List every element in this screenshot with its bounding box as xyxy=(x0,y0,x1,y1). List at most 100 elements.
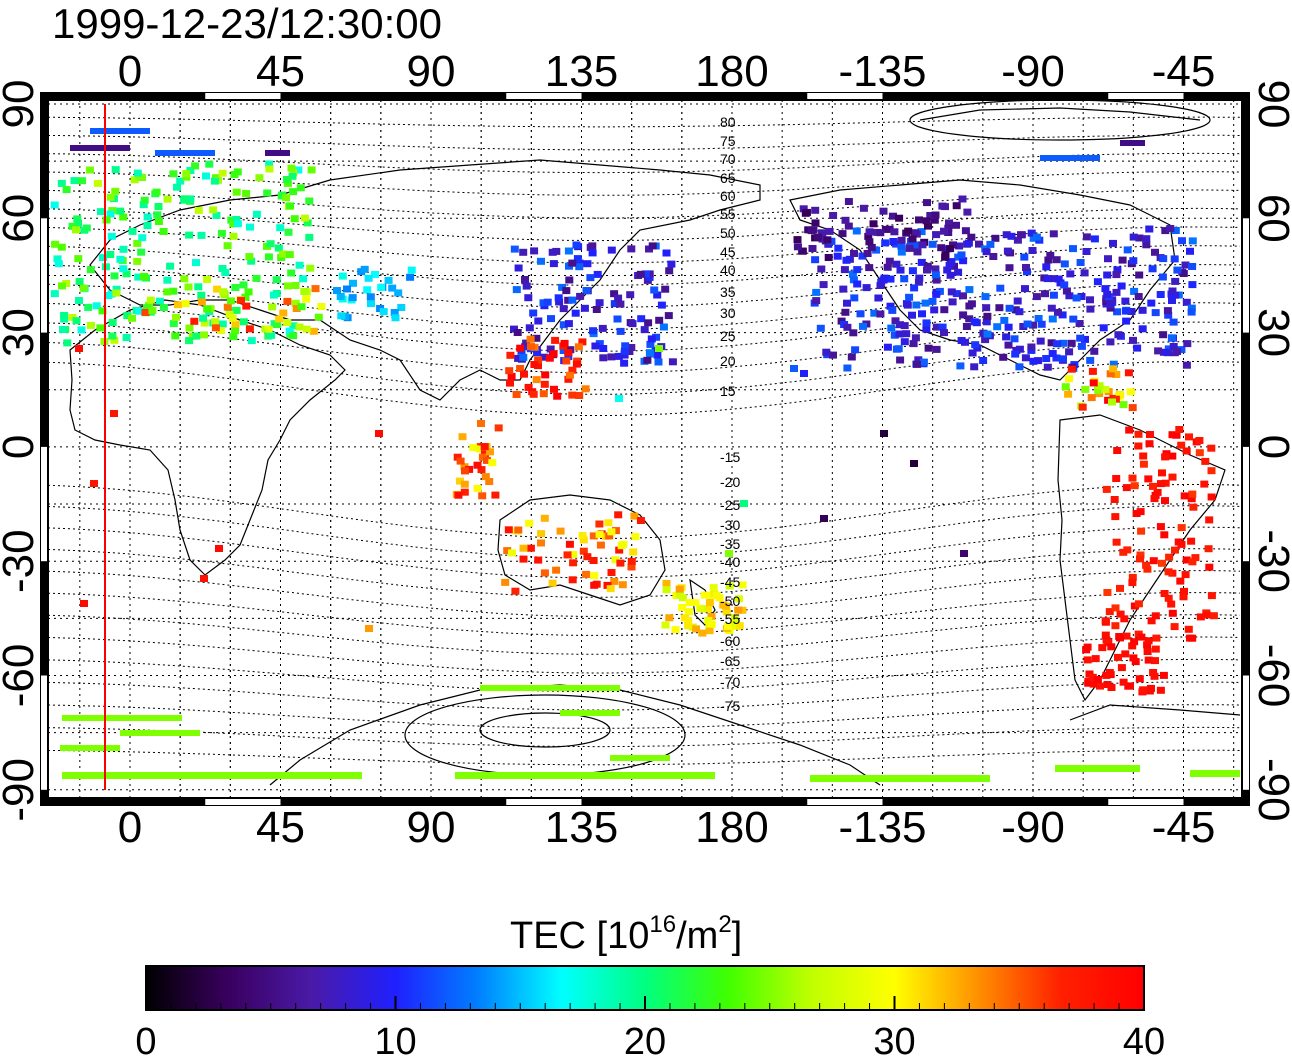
tec-point xyxy=(896,321,904,329)
x-tick-label-bottom: 135 xyxy=(545,803,618,852)
magnetic-latitude-label: 30 xyxy=(720,305,736,321)
tec-point xyxy=(519,544,528,552)
tec-point xyxy=(1134,430,1143,438)
tec-point xyxy=(589,557,598,564)
tec-point xyxy=(1107,643,1116,651)
tec-point xyxy=(678,604,687,611)
tec-point xyxy=(559,321,568,329)
tec-point xyxy=(1076,334,1085,342)
tec-point xyxy=(1171,277,1180,285)
tec-point xyxy=(879,207,888,215)
tec-point xyxy=(1139,460,1148,468)
tec-point xyxy=(172,313,180,321)
tec-point xyxy=(703,605,712,613)
tec-point xyxy=(211,324,220,332)
tec-point xyxy=(1028,247,1037,254)
tec-point xyxy=(507,372,516,380)
tec-point xyxy=(983,330,992,338)
tec-point xyxy=(1103,639,1112,646)
tec-point xyxy=(1069,245,1077,253)
tec-point xyxy=(540,353,549,361)
tec-point xyxy=(801,209,810,217)
tec-point xyxy=(552,566,561,574)
tec-point xyxy=(915,216,923,224)
tec-point xyxy=(458,433,467,441)
tec-point xyxy=(583,553,592,561)
tec-point xyxy=(469,444,478,452)
tec-point xyxy=(1002,333,1011,341)
magnetic-latitude-label: 20 xyxy=(720,353,736,369)
tec-point xyxy=(1164,345,1173,353)
tec-point xyxy=(1157,480,1165,488)
tec-point xyxy=(915,274,924,282)
tec-point xyxy=(565,276,574,284)
tec-point xyxy=(180,195,189,203)
tec-point xyxy=(510,245,519,253)
tec-point xyxy=(274,244,283,252)
tec-point xyxy=(1118,256,1127,264)
tec-point xyxy=(661,285,670,293)
tec-point xyxy=(475,445,484,453)
magnetic-latitude-contour xyxy=(48,116,1241,128)
tec-point xyxy=(1179,593,1188,601)
tec-point xyxy=(197,231,206,239)
tec-point xyxy=(232,306,241,314)
tec-point xyxy=(191,162,200,170)
tec-point xyxy=(982,318,991,326)
y-tick-label-right: 60 xyxy=(1249,194,1292,243)
tec-point xyxy=(478,492,487,500)
tec-strip xyxy=(1040,155,1100,161)
tec-point xyxy=(872,246,881,254)
tec-point xyxy=(913,360,921,368)
tec-point xyxy=(169,170,178,178)
tec-point xyxy=(938,323,947,331)
tec-point xyxy=(626,291,635,299)
tec-point xyxy=(610,290,619,298)
magnetic-latitude-label: 55 xyxy=(720,206,736,222)
tec-point xyxy=(671,626,680,634)
tec-point xyxy=(252,274,261,282)
tec-point xyxy=(473,484,482,492)
tec-point xyxy=(586,274,595,282)
tec-point xyxy=(1207,444,1216,452)
tec-point xyxy=(1159,255,1168,263)
y-tick-label-right: 90 xyxy=(1249,80,1292,129)
tec-point xyxy=(1015,308,1024,316)
tec-point xyxy=(1160,531,1169,539)
tec-point xyxy=(982,248,991,256)
tec-point xyxy=(1112,288,1121,296)
tec-point xyxy=(890,228,899,236)
tec-point xyxy=(473,461,482,469)
tec-point xyxy=(1021,285,1029,293)
tec-point xyxy=(581,385,590,393)
tec-point xyxy=(865,238,874,246)
tec-strip xyxy=(155,150,215,156)
tec-point xyxy=(568,366,577,374)
tec-point xyxy=(265,165,274,173)
tec-point xyxy=(1034,357,1043,365)
tec-point xyxy=(1059,339,1068,347)
tec-point xyxy=(77,326,86,334)
tec-point xyxy=(1078,403,1087,411)
tec-point xyxy=(1164,594,1173,602)
tec-point xyxy=(1138,325,1147,333)
tec-point xyxy=(277,192,286,200)
tec-point xyxy=(940,227,948,235)
tec-point xyxy=(514,526,523,534)
tec-point xyxy=(482,456,491,464)
x-tick-label-bottom: 0 xyxy=(118,803,142,852)
magnetic-latitude-contour xyxy=(47,152,1241,174)
tec-point xyxy=(1111,622,1120,630)
tec-point xyxy=(180,275,189,283)
tec-point xyxy=(1106,301,1115,309)
tec-point xyxy=(1089,379,1098,387)
tec-point xyxy=(1049,291,1058,299)
tec-point xyxy=(940,306,949,314)
tec-point xyxy=(1106,338,1115,346)
tec-point xyxy=(700,591,709,599)
tec-point xyxy=(967,233,976,241)
tec-point xyxy=(283,319,292,326)
tec-point xyxy=(564,353,573,361)
tec-point xyxy=(661,621,670,629)
tec-point xyxy=(364,274,373,282)
